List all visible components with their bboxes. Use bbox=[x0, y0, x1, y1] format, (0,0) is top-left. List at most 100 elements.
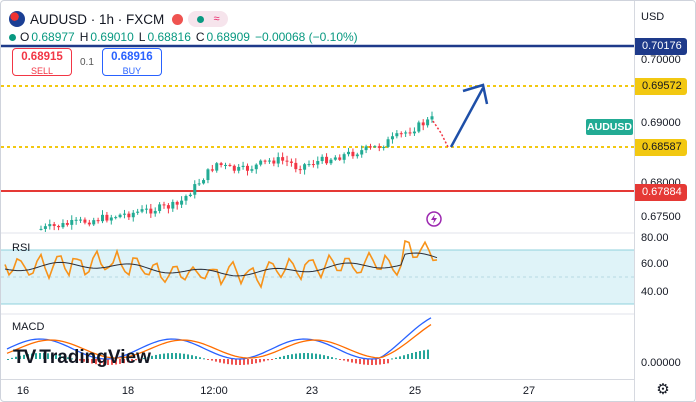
candle-body bbox=[105, 214, 109, 221]
candle-body bbox=[184, 196, 188, 201]
macd-pane-label[interactable]: MACD bbox=[12, 321, 45, 333]
currency-selector[interactable]: USD bbox=[641, 11, 665, 23]
chart-canvas[interactable] bbox=[1, 1, 635, 379]
candle-body bbox=[210, 169, 214, 171]
sell-label: SELL bbox=[30, 65, 54, 76]
buy-label: BUY bbox=[122, 65, 142, 76]
time-axis[interactable]: 16 18 12:00 23 25 27 bbox=[1, 379, 635, 401]
buy-price: 0.68916 bbox=[111, 51, 153, 63]
macd-histogram-bar bbox=[99, 359, 101, 365]
candle-body bbox=[307, 164, 311, 166]
macd-histogram-bar bbox=[391, 358, 393, 360]
candle-body bbox=[281, 157, 285, 161]
candle-body bbox=[153, 210, 157, 214]
rsi-line bbox=[4, 239, 438, 290]
macd-histogram-bar bbox=[343, 359, 345, 361]
macd-histogram-bar bbox=[307, 353, 309, 359]
macd-histogram-bar bbox=[399, 356, 401, 359]
symbol-title[interactable]: AUDUSD · 1h · FXCM bbox=[30, 11, 165, 27]
macd-histogram-bar bbox=[387, 359, 389, 364]
candle-body bbox=[122, 213, 126, 215]
candle-body bbox=[92, 220, 96, 225]
symbol-row[interactable]: AUDUSD · 1h · FXCM ≈ bbox=[9, 9, 229, 29]
macd-histogram-bar bbox=[171, 353, 173, 359]
candle-body bbox=[48, 224, 52, 227]
candle-body bbox=[175, 201, 179, 205]
sell-button[interactable]: 0.68915 SELL bbox=[12, 48, 72, 76]
macd-histogram-bar bbox=[311, 353, 313, 359]
status-pill[interactable]: ≈ bbox=[188, 11, 229, 27]
candle-body bbox=[197, 183, 201, 185]
candle-body bbox=[202, 180, 206, 184]
rsi-band bbox=[1, 250, 635, 304]
macd-histogram-bar bbox=[179, 353, 181, 359]
macd-histogram-bar bbox=[255, 359, 257, 364]
candle-body bbox=[373, 146, 377, 148]
macd-histogram-bar bbox=[195, 356, 197, 359]
time-tick: 23 bbox=[305, 385, 319, 397]
candle-body bbox=[390, 136, 394, 140]
macd-histogram-bar bbox=[395, 357, 397, 359]
macd-histogram-bar bbox=[271, 359, 273, 360]
macd-histogram-bar bbox=[39, 353, 41, 359]
candle-body bbox=[52, 224, 56, 226]
symbol-price-tag: AUDUSD bbox=[586, 119, 633, 135]
macd-histogram-bar bbox=[279, 356, 281, 359]
macd-histogram-bar bbox=[331, 357, 333, 359]
time-tick: 16 bbox=[16, 385, 30, 397]
macd-histogram-bar bbox=[15, 356, 17, 359]
tv-logo-mark-icon: TV bbox=[13, 347, 36, 368]
gear-icon[interactable]: ⚙ bbox=[656, 381, 670, 398]
macd-histogram-bar bbox=[79, 359, 81, 361]
time-tick: 25 bbox=[408, 385, 422, 397]
time-tick: 12:00 bbox=[200, 385, 228, 397]
macd-histogram-bar bbox=[283, 355, 285, 359]
macd-histogram-bar bbox=[31, 353, 33, 359]
candle-body bbox=[158, 204, 162, 211]
macd-histogram-bar bbox=[35, 353, 37, 359]
candle-body bbox=[136, 211, 140, 213]
macd-histogram-bar bbox=[287, 354, 289, 359]
candle-body bbox=[96, 220, 100, 222]
macd-histogram-bar bbox=[319, 354, 321, 359]
macd-histogram-bar bbox=[219, 359, 221, 363]
macd-histogram-bar bbox=[11, 357, 13, 359]
macd-histogram-bar bbox=[403, 355, 405, 359]
sell-price: 0.68915 bbox=[21, 51, 63, 63]
macd-histogram-bar bbox=[407, 354, 409, 359]
candle-body bbox=[303, 164, 307, 170]
level-tag-support: 0.68587 bbox=[635, 139, 687, 156]
candle-body bbox=[149, 208, 153, 214]
macd-histogram-bar bbox=[383, 359, 385, 365]
flag-icon bbox=[9, 11, 25, 27]
macd-histogram-bar bbox=[291, 354, 293, 359]
candle-body bbox=[338, 157, 342, 160]
price-tick: 0.70000 bbox=[641, 54, 681, 66]
macd-histogram-bar bbox=[75, 359, 77, 360]
candle-body bbox=[237, 166, 241, 171]
chart-header: AUDUSD · 1h · FXCM ≈ O 0.68977 H 0.69010 L… bbox=[1, 1, 635, 76]
high-label: H bbox=[79, 30, 89, 44]
macd-tick: 0.00000 bbox=[641, 357, 681, 369]
price-axis[interactable] bbox=[634, 1, 695, 401]
rsi-pane-label[interactable]: RSI bbox=[12, 242, 31, 254]
candle-body bbox=[79, 219, 83, 221]
candle-body bbox=[232, 165, 236, 171]
candle-body bbox=[351, 151, 355, 157]
tradingview-logo[interactable]: TV TradingView bbox=[13, 347, 151, 369]
candle-body bbox=[386, 139, 390, 147]
candle-body bbox=[61, 223, 65, 228]
macd-histogram-bar bbox=[427, 349, 429, 359]
macd-histogram-bar bbox=[303, 353, 305, 359]
candle-body bbox=[65, 223, 69, 225]
macd-histogram-bar bbox=[251, 359, 253, 364]
macd-histogram-bar bbox=[199, 357, 201, 359]
buy-button[interactable]: 0.68916 BUY bbox=[101, 48, 162, 76]
candle-body bbox=[395, 133, 399, 137]
macd-histogram-bar bbox=[359, 359, 361, 365]
macd-histogram-bar bbox=[423, 350, 425, 359]
candle-body bbox=[193, 184, 197, 195]
candle-body bbox=[289, 161, 293, 163]
candle-body bbox=[404, 132, 408, 134]
macd-histogram-bar bbox=[411, 352, 413, 359]
